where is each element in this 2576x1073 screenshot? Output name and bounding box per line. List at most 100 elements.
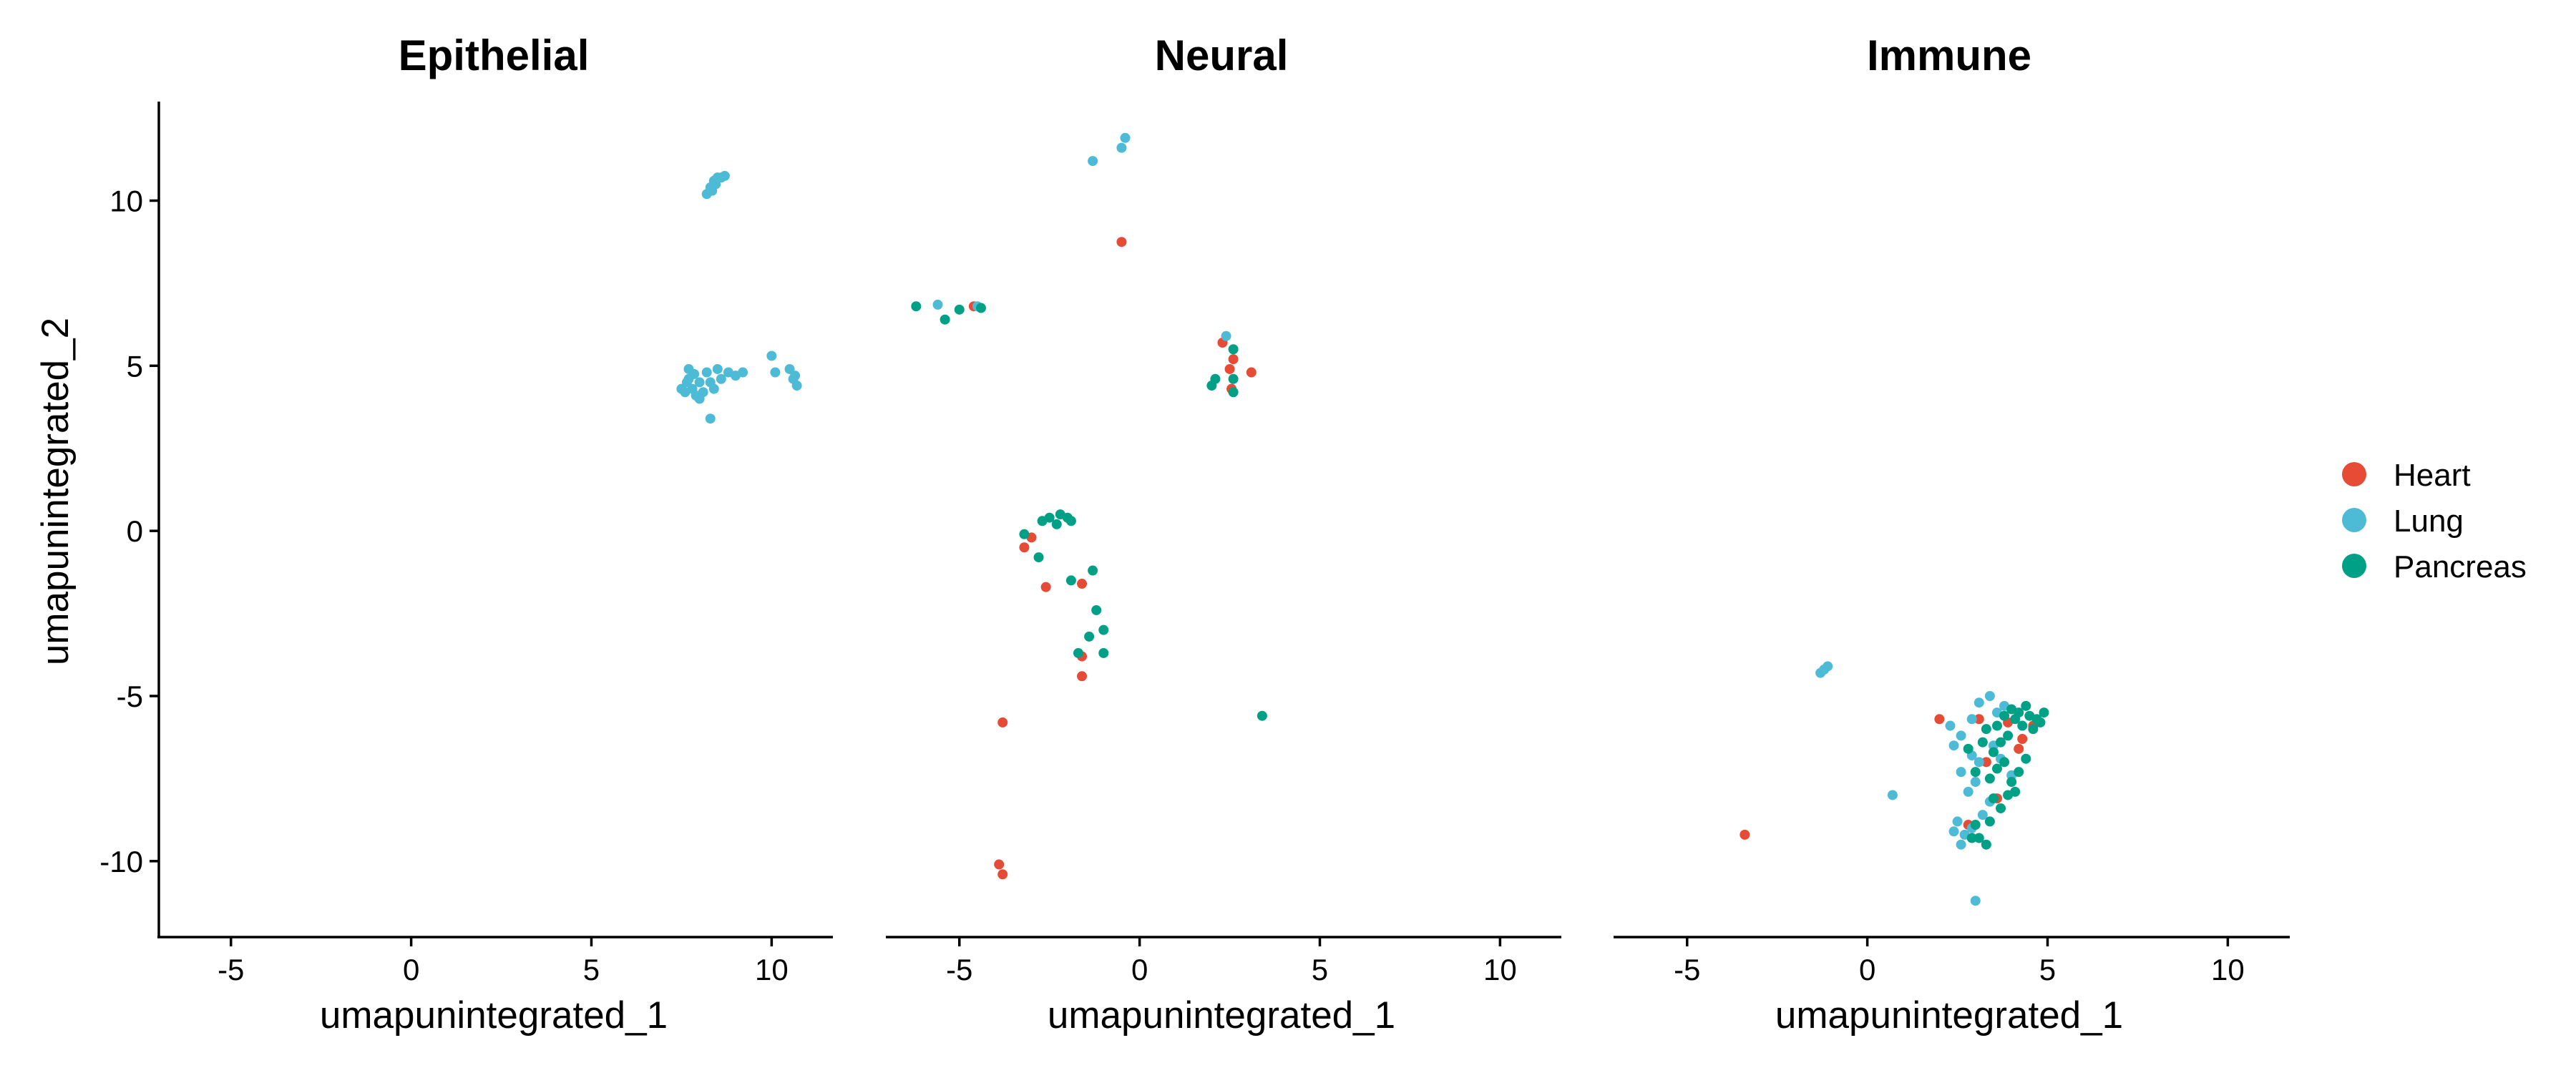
point-pancreas — [1981, 724, 1991, 735]
point-heart — [1077, 671, 1088, 682]
point-pancreas — [2035, 717, 2046, 727]
legend-key-pancreas — [2342, 554, 2366, 578]
point-lung — [705, 413, 716, 424]
y-tick-label: 10 — [109, 184, 143, 217]
point-lung — [1945, 720, 1956, 731]
point-lung — [1887, 790, 1898, 800]
point-lung — [1974, 697, 1984, 708]
point-lung — [1088, 156, 1098, 167]
legend-key-heart — [2342, 462, 2366, 486]
x-tick-label-neural: 5 — [1312, 953, 1328, 986]
legend-label-heart: Heart — [2394, 458, 2471, 493]
point-pancreas — [1999, 757, 2010, 768]
point-pancreas — [2021, 753, 2031, 764]
point-pancreas — [2006, 704, 2017, 715]
point-pancreas — [1996, 737, 2006, 748]
point-heart — [1981, 757, 1991, 768]
point-pancreas — [954, 304, 965, 315]
point-lung — [676, 383, 687, 394]
point-lung — [1815, 667, 1826, 678]
point-heart — [1224, 363, 1235, 374]
point-lung — [1823, 661, 1833, 672]
legend-label-lung: Lung — [2394, 504, 2464, 539]
point-lung — [1221, 330, 1231, 341]
point-lung — [784, 363, 795, 374]
facet-title-neural: Neural — [1155, 31, 1289, 79]
point-pancreas — [1996, 803, 2006, 813]
point-pancreas — [1019, 529, 1030, 539]
point-pancreas — [1098, 647, 1109, 658]
point-heart — [1040, 582, 1051, 592]
x-axis-ticks-neural: -5 0 5 10 — [946, 937, 1517, 986]
x-tick-label-epithelial: 10 — [755, 953, 789, 986]
facet-panel-immune: Immune -5 0 5 10 umapunintegrated_1 — [1614, 31, 2290, 1037]
point-pancreas — [1037, 516, 1048, 526]
point-lung — [719, 170, 730, 181]
point-lung — [694, 393, 705, 404]
point-pancreas — [1228, 387, 1239, 398]
point-lung — [1956, 839, 1966, 850]
point-pancreas — [1974, 833, 1984, 843]
point-pancreas — [2003, 730, 2014, 741]
y-axis-title: umapunintegrated_2 — [34, 318, 77, 665]
point-lung — [1956, 730, 1966, 741]
point-pancreas — [1984, 773, 1995, 784]
point-lung — [683, 363, 694, 374]
y-tick-label: 0 — [127, 514, 143, 548]
facet-title-epithelial: Epithelial — [399, 31, 590, 79]
x-axis-title-neural: umapunintegrated_1 — [1048, 994, 1395, 1037]
point-heart — [1740, 829, 1750, 840]
x-tick-label-epithelial: 0 — [403, 953, 419, 986]
x-tick-label-neural: 0 — [1131, 953, 1148, 986]
point-pancreas — [1999, 710, 2010, 721]
point-pancreas — [2010, 786, 2021, 797]
point-lung — [1963, 786, 1974, 797]
point-heart — [1246, 367, 1257, 378]
point-lung — [681, 377, 692, 388]
point-lung — [1116, 142, 1127, 153]
x-tick-label-immune: -5 — [1674, 953, 1700, 986]
point-pancreas — [1970, 820, 1981, 831]
y-tick-label: 5 — [127, 349, 143, 383]
x-tick-label-immune: 0 — [1859, 953, 1875, 986]
point-lung — [1948, 826, 1959, 837]
legend-label-pancreas: Pancreas — [2394, 549, 2527, 584]
point-pancreas — [1970, 767, 1981, 778]
point-pancreas — [2014, 767, 2024, 778]
point-pancreas — [975, 303, 986, 313]
point-pancreas — [1988, 793, 1999, 804]
point-pancreas — [2010, 714, 2021, 725]
scatter-points-neural — [911, 132, 1267, 880]
point-pancreas — [1963, 743, 1974, 754]
point-lung — [1120, 132, 1131, 143]
point-pancreas — [2017, 720, 2028, 731]
point-pancreas — [1051, 519, 1062, 529]
point-pancreas — [1991, 720, 2002, 731]
point-lung — [716, 373, 726, 384]
point-lung — [694, 377, 705, 388]
point-lung — [1970, 777, 1981, 788]
x-tick-label-epithelial: 5 — [583, 953, 600, 986]
y-axis-ticks: -10 -5 0 5 10 — [99, 184, 159, 878]
point-pancreas — [1984, 816, 1995, 827]
point-pancreas — [911, 301, 922, 312]
point-pancreas — [1257, 710, 1267, 721]
point-lung — [1956, 767, 1966, 778]
point-pancreas — [1065, 575, 1076, 586]
point-pancreas — [940, 314, 950, 325]
point-heart — [1019, 542, 1030, 553]
point-pancreas — [1988, 747, 1999, 758]
scatter-points-epithelial — [676, 170, 802, 424]
point-pancreas — [1065, 516, 1076, 526]
point-pancreas — [1033, 552, 1044, 563]
point-pancreas — [2006, 777, 2017, 788]
point-lung — [791, 381, 802, 391]
legend: Heart Lung Pancreas — [2342, 458, 2527, 584]
point-heart — [997, 717, 1008, 727]
point-heart — [997, 869, 1008, 880]
x-tick-label-epithelial: -5 — [218, 953, 244, 986]
x-tick-label-neural: 10 — [1483, 953, 1517, 986]
facet-panel-neural: Neural -5 0 5 10 umapunintegrated_1 — [886, 31, 1561, 1037]
x-axis-ticks-immune: -5 0 5 10 — [1674, 937, 2245, 986]
